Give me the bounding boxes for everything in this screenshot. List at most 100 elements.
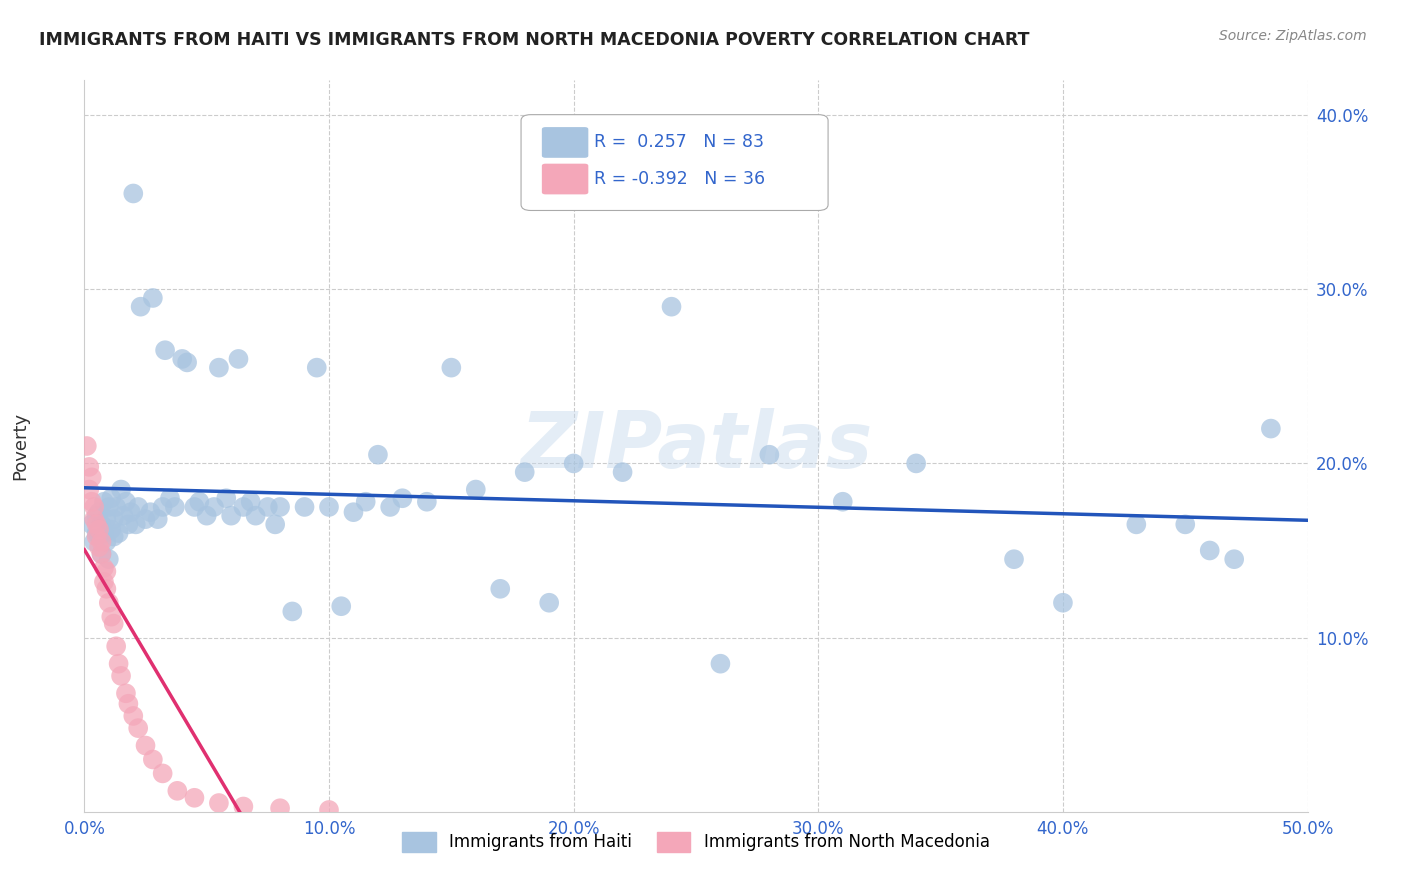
Point <box>96 512 118 526</box>
Point <box>120 505 142 519</box>
Point <box>440 360 463 375</box>
Point <box>905 457 928 471</box>
Point <box>215 491 238 506</box>
Point <box>129 300 152 314</box>
Point <box>100 491 122 506</box>
Point <box>90 547 112 561</box>
Point <box>93 561 115 575</box>
Point <box>115 686 138 700</box>
Point <box>96 534 118 549</box>
Point <box>228 351 250 366</box>
Point <box>305 360 328 375</box>
Point <box>112 508 135 523</box>
Text: ZIPatlas: ZIPatlas <box>520 408 872 484</box>
Point <box>135 512 157 526</box>
Point <box>87 530 110 544</box>
Point <box>86 526 108 541</box>
Point <box>83 500 105 514</box>
Point <box>93 574 115 589</box>
Point <box>391 491 413 506</box>
Point <box>183 500 205 514</box>
Point <box>342 505 364 519</box>
Point <box>281 604 304 618</box>
Point <box>117 517 139 532</box>
Point <box>318 803 340 817</box>
Y-axis label: Poverty: Poverty <box>11 412 28 480</box>
Point <box>146 512 169 526</box>
Point <box>100 609 122 624</box>
Point <box>166 784 188 798</box>
Point <box>90 517 112 532</box>
Point <box>172 351 194 366</box>
Point <box>93 526 115 541</box>
Point <box>127 721 149 735</box>
Point <box>513 465 536 479</box>
Point <box>77 483 100 497</box>
Point <box>1198 543 1220 558</box>
Point <box>87 540 110 554</box>
Point <box>83 534 105 549</box>
Point <box>76 439 98 453</box>
FancyBboxPatch shape <box>541 163 588 194</box>
Point <box>269 801 291 815</box>
Point <box>208 360 231 375</box>
Point <box>152 766 174 780</box>
Point <box>142 752 165 766</box>
Point <box>163 500 186 514</box>
Point <box>219 508 242 523</box>
Point <box>80 517 103 532</box>
Point <box>103 616 125 631</box>
Point <box>208 796 231 810</box>
Point <box>80 470 103 484</box>
Point <box>380 500 402 514</box>
Point <box>96 582 118 596</box>
Point <box>83 512 105 526</box>
Point <box>367 448 389 462</box>
Point <box>110 669 132 683</box>
Point <box>135 739 157 753</box>
Point <box>97 596 120 610</box>
Point <box>195 508 218 523</box>
Point <box>294 500 316 514</box>
Point <box>159 491 181 506</box>
Point <box>202 500 225 514</box>
Point <box>117 697 139 711</box>
Text: IMMIGRANTS FROM HAITI VS IMMIGRANTS FROM NORTH MACEDONIA POVERTY CORRELATION CHA: IMMIGRANTS FROM HAITI VS IMMIGRANTS FROM… <box>39 31 1029 49</box>
Point <box>232 799 254 814</box>
Point <box>239 494 262 508</box>
Point <box>127 500 149 514</box>
Point <box>318 500 340 514</box>
Point <box>139 505 162 519</box>
Point <box>93 494 115 508</box>
Point <box>489 582 512 596</box>
Point <box>1260 421 1282 435</box>
Point <box>77 459 100 474</box>
Point <box>1223 552 1246 566</box>
Point <box>612 465 634 479</box>
Point <box>80 494 103 508</box>
Text: R =  0.257   N = 83: R = 0.257 N = 83 <box>595 134 765 152</box>
Point <box>176 355 198 369</box>
Point <box>661 300 683 314</box>
Point <box>152 500 174 514</box>
Point <box>105 640 128 654</box>
Point <box>1002 552 1025 566</box>
Point <box>107 657 129 671</box>
FancyBboxPatch shape <box>522 115 828 211</box>
Point <box>1174 517 1197 532</box>
Point <box>188 494 211 508</box>
Point <box>97 500 120 514</box>
Point <box>87 523 110 537</box>
Point <box>153 343 176 358</box>
Text: R = -0.392   N = 36: R = -0.392 N = 36 <box>595 170 766 188</box>
Point <box>269 500 291 514</box>
Point <box>464 483 486 497</box>
Point <box>90 534 112 549</box>
Point <box>245 508 267 523</box>
Point <box>562 457 585 471</box>
Point <box>831 494 853 508</box>
Point <box>1052 596 1074 610</box>
Point <box>90 547 112 561</box>
Point <box>183 790 205 805</box>
Point <box>330 599 353 614</box>
